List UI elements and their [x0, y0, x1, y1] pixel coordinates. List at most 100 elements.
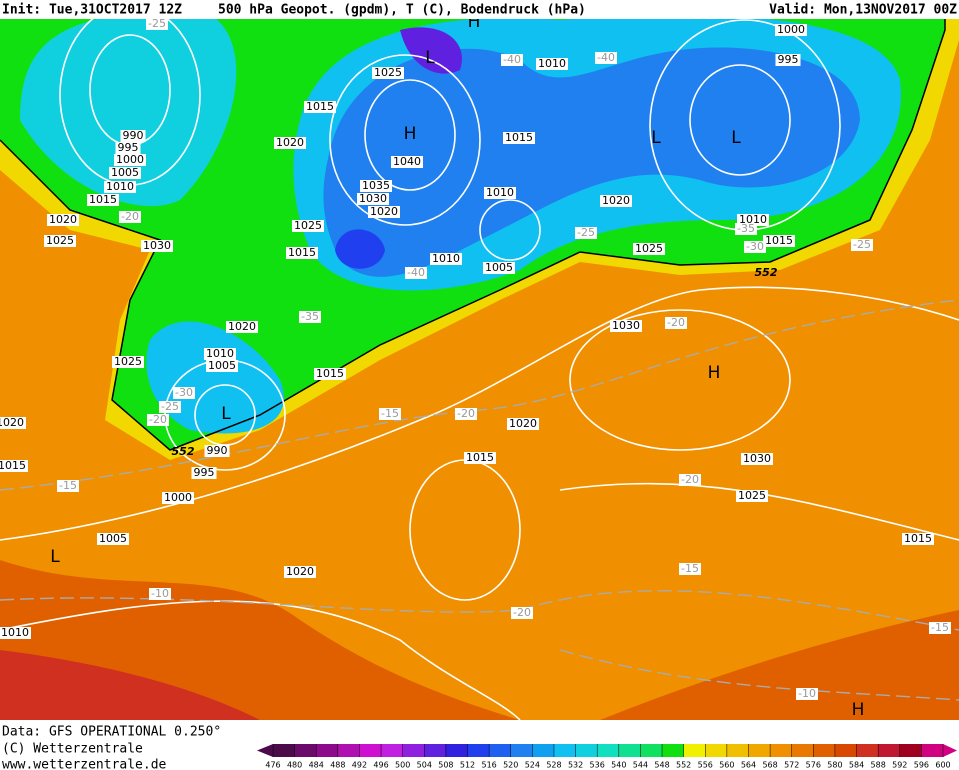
- footer-data: Data: GFS OPERATIONAL 0.250°: [2, 725, 221, 740]
- colorbar-label: 536: [590, 761, 605, 770]
- colorbar-swatch: [856, 744, 879, 757]
- temperature-label-box: [405, 267, 427, 279]
- pressure-label: 1010: [106, 180, 134, 193]
- colorbar-swatch: [791, 744, 814, 757]
- warm-area: [600, 610, 959, 720]
- temperature-label: -40: [597, 51, 615, 64]
- valid-time: Valid: Mon,13NOV2017 00Z: [769, 3, 957, 18]
- temperature-label: -20: [513, 606, 531, 619]
- pressure-label: 1025: [374, 66, 402, 79]
- pressure-label-box: [109, 167, 141, 179]
- pressure-center: L: [221, 404, 231, 424]
- pressure-label: 995: [778, 53, 799, 66]
- isotherm: [559, 649, 959, 701]
- pressure-label: 1020: [509, 417, 537, 430]
- pressure-label-box: [357, 193, 389, 205]
- temperature-label-box: [735, 223, 757, 235]
- colorbar-arrow: [257, 744, 273, 757]
- colorbar-label: 492: [352, 761, 367, 770]
- pressure-center: L: [50, 547, 60, 567]
- pressure-label-box: [483, 262, 515, 274]
- pressure-label: 1015: [904, 532, 932, 545]
- colorbar-swatch: [813, 744, 836, 757]
- pressure-label: 990: [123, 129, 144, 142]
- temperature-label-box: [851, 239, 873, 251]
- pressure-label: 1000: [164, 491, 192, 504]
- colorbar-label: 480: [287, 761, 302, 770]
- colorbar-swatch: [489, 744, 512, 757]
- colorbar-swatch: [424, 744, 447, 757]
- pressure-label-box: [368, 206, 400, 218]
- colorbar-label: 560: [719, 761, 734, 770]
- pressure-label-box: [430, 253, 462, 265]
- pressure-label: 1015: [765, 234, 793, 247]
- pressure-label-box: [484, 187, 516, 199]
- pressure-label-box: [0, 627, 31, 639]
- colorbar-label: 528: [546, 761, 561, 770]
- pressure-label-box: [391, 156, 423, 168]
- colorbar-swatch: [381, 744, 404, 757]
- pressure-label: 1035: [362, 179, 390, 192]
- colorbar-swatch: [878, 744, 901, 757]
- pressure-label: 1025: [294, 219, 322, 232]
- colorbar-swatch: [770, 744, 793, 757]
- temperature-label-box: [119, 211, 141, 223]
- colorbar-label: 588: [871, 761, 886, 770]
- pressure-label-box: [0, 417, 26, 429]
- colorbar-label: 568: [762, 761, 777, 770]
- temperature-label-box: [159, 401, 181, 413]
- temperature-label-box: [595, 52, 617, 64]
- pressure-label-box: [464, 452, 496, 464]
- colorbar-label: 496: [373, 761, 388, 770]
- pressure-label: 1005: [208, 359, 236, 372]
- temperature-label: -40: [503, 53, 521, 66]
- warm-area: [0, 650, 260, 720]
- pressure-center: L: [425, 48, 435, 68]
- cold-area: [323, 47, 860, 277]
- temperature-label: -30: [175, 386, 193, 399]
- colorbar-label: 512: [460, 761, 475, 770]
- pressure-label: 1020: [286, 565, 314, 578]
- isobar: [689, 64, 791, 176]
- pressure-label: 1025: [46, 234, 74, 247]
- pressure-label: 1015: [288, 246, 316, 259]
- temperature-label: -20: [121, 210, 139, 223]
- colorbar-label: 516: [481, 761, 496, 770]
- colorbar-swatch: [640, 744, 663, 757]
- cold-area: [400, 27, 462, 74]
- pressure-label: 1010: [739, 213, 767, 226]
- pressure-label: 1025: [114, 355, 142, 368]
- pressure-label: 1005: [111, 166, 139, 179]
- colorbar-swatch: [662, 744, 685, 757]
- colorbar-label: 552: [676, 761, 691, 770]
- temperature-label-box: [575, 227, 597, 239]
- temperature-label: -35: [301, 310, 319, 323]
- isobar: [364, 79, 456, 191]
- pressure-label-box: [741, 453, 773, 465]
- pressure-label: 1015: [316, 367, 344, 380]
- map-labels: 1025101510209909951000100510101015102010…: [0, 12, 951, 720]
- pressure-label-box: [902, 533, 934, 545]
- temperature-label: -25: [148, 17, 166, 30]
- cold-area: [20, 10, 237, 207]
- pressure-label-box: [536, 58, 568, 70]
- map-title: 500 hPa Geopot. (gpdm), T (C), Bodendruc…: [218, 3, 586, 18]
- temperature-label: -10: [798, 687, 816, 700]
- pressure-label: 1020: [602, 194, 630, 207]
- pressure-label-box: [304, 101, 336, 113]
- temperature-label-box: [299, 311, 321, 323]
- isobar: [0, 600, 521, 721]
- colorbar-label: 476: [265, 761, 280, 770]
- pressure-label-box: [204, 348, 236, 360]
- temperature-label-box: [149, 588, 171, 600]
- pressure-label: 995: [194, 466, 215, 479]
- pressure-label: 1025: [738, 489, 766, 502]
- colorbar-arrow: [943, 744, 957, 757]
- pressure-label: 1015: [89, 193, 117, 206]
- contour-552: [0, 0, 946, 451]
- temperature-label: -35: [737, 222, 755, 235]
- colorbar-swatch: [575, 744, 598, 757]
- colorbar-swatch: [705, 744, 728, 757]
- pressure-label-box: [112, 356, 144, 368]
- colorbar-label: 532: [568, 761, 583, 770]
